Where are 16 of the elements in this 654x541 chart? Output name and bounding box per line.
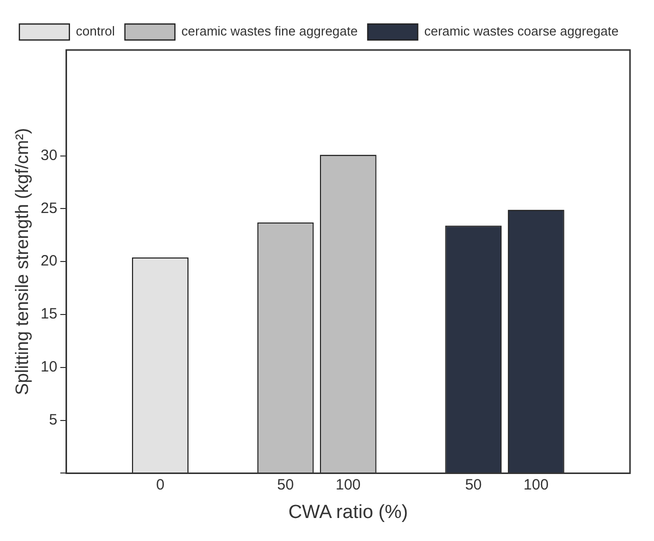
x-tick-label: 0 (156, 476, 164, 494)
y-tick-label: 25 (40, 200, 58, 217)
legend-label: ceramic wastes coarse aggregate (424, 24, 619, 39)
x-tick-label: 100 (336, 476, 361, 494)
legend-label: control (76, 24, 116, 39)
y-tick-label: 15 (40, 306, 58, 323)
x-tick-label: 100 (524, 476, 549, 494)
legend-label: ceramic wastes fine aggregate (181, 24, 358, 39)
y-tick-label: 20 (40, 252, 58, 270)
y-tick-label: 10 (40, 358, 58, 376)
x-tick-label: 50 (465, 476, 482, 494)
x-axis-title: CWA ratio (%) (288, 502, 408, 523)
y-tick-label: 30 (40, 146, 58, 164)
x-tick-label: 50 (277, 476, 294, 494)
y-tick-label: 5 (48, 411, 58, 428)
y-axis-title: Splitting tensile strength (kgf/cm²) (12, 128, 32, 396)
